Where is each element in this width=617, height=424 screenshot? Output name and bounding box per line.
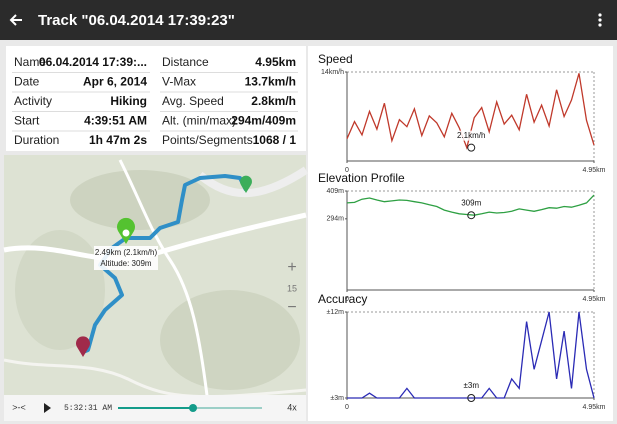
playback-time: 5:32:31 AM (64, 404, 112, 413)
marker-label-bg (457, 381, 486, 391)
start-pin[interactable] (76, 336, 90, 357)
info-value: 4:39:51 AM (84, 114, 147, 128)
speed-button[interactable]: 4x (287, 402, 297, 412)
map[interactable]: 2.49km (2.1km/h) Altitude: 309m + 15 − >… (3, 155, 309, 422)
position-marker (467, 143, 476, 152)
info-value: 4.95km (255, 55, 296, 69)
end-pin[interactable] (240, 175, 252, 193)
info-label: Name (14, 55, 46, 69)
popup-line: 2.49km (2.1km/h) (95, 248, 158, 257)
info-label: Duration (14, 133, 59, 147)
y-tick-label: 14km/h (321, 69, 344, 76)
play-button[interactable] (44, 403, 51, 413)
info-panel (6, 46, 306, 151)
info-value: 2.8km/h (251, 94, 296, 108)
info-label: Points/Segments (162, 133, 253, 147)
road (118, 159, 212, 422)
app-bar (0, 0, 617, 40)
y-tick-label: 409m (326, 188, 344, 195)
back-button[interactable] (9, 14, 22, 26)
zoom-level: 15 (287, 283, 297, 293)
x-tick-label: 4.95km (583, 167, 606, 174)
terrain (160, 290, 300, 390)
info-value: 1068 / 1 (253, 133, 297, 147)
position-marker (467, 394, 476, 402)
info-label: Avg. Speed (162, 94, 224, 108)
x-tick-label: 4.95km (583, 404, 606, 411)
chart-title: Elevation Profile (318, 171, 405, 185)
popup-line: Altitude: 309m (100, 259, 151, 268)
chart-panel (308, 46, 613, 421)
map-popup (94, 246, 158, 270)
x-tick-label: 0 (345, 296, 349, 303)
x-tick-label: 0 (345, 404, 349, 411)
info-label: Distance (162, 55, 209, 69)
info-label: Date (14, 75, 40, 89)
x-tick-label: 4.95km (583, 296, 606, 303)
zoom-out[interactable]: − (287, 299, 296, 316)
pin-dot (122, 229, 130, 237)
y-tick-label: ±12m (327, 309, 345, 316)
chart-title: Speed (318, 52, 353, 66)
info-value: 13.7km/h (245, 75, 296, 89)
marker-label: 309m (461, 198, 481, 207)
marker-label-bg (457, 198, 486, 209)
info-value: 1h 47m 2s (89, 133, 147, 147)
loop-button[interactable]: >-< (12, 402, 26, 412)
data-line (346, 194, 595, 216)
info-label: Start (14, 114, 40, 128)
zoom-in[interactable]: + (287, 259, 296, 276)
marker-label: ±3m (463, 381, 479, 390)
menu-button[interactable] (598, 13, 602, 27)
info-label: V-Max (162, 75, 196, 89)
marker-label-bg (457, 130, 486, 141)
info-value: 06.04.2014 17:39:... (39, 55, 147, 69)
info-value: Hiking (110, 94, 147, 108)
app-title: Track "06.04.2014 17:39:23" (38, 12, 235, 29)
chart-title: Accuracy (318, 292, 367, 306)
position-marker (467, 211, 476, 220)
info-value: Apr 6, 2014 (83, 75, 147, 89)
info-value: 294m/409m (231, 114, 296, 128)
terrain (15, 230, 105, 350)
info-label: Activity (14, 94, 52, 108)
x-tick-label: 0 (345, 167, 349, 174)
y-tick-label: ±3m (330, 395, 344, 402)
info-label: Alt. (min/max) (162, 114, 236, 128)
village (197, 166, 309, 198)
track (82, 174, 248, 354)
marker-label: 2.1km/h (457, 131, 485, 140)
y-tick-label: 294m (326, 216, 344, 223)
data-line (347, 311, 595, 399)
slider-thumb[interactable] (189, 404, 197, 412)
